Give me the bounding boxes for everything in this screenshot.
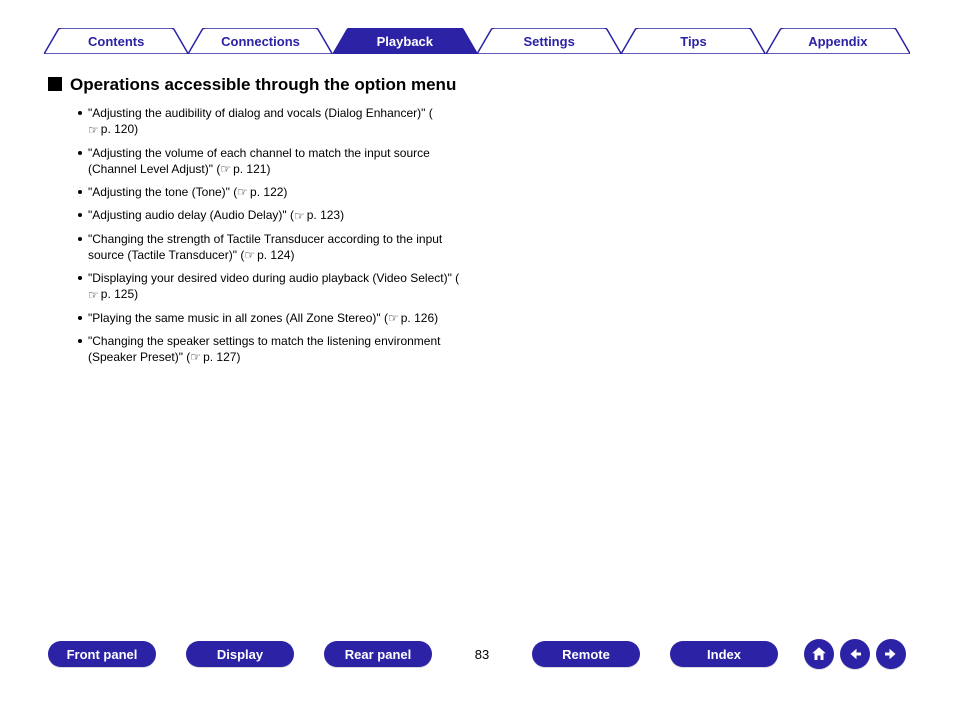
page-ref-label: p. 125 xyxy=(101,286,134,302)
tab-contents[interactable]: Contents xyxy=(44,28,188,54)
tab-label: Playback xyxy=(377,34,433,49)
tab-playback[interactable]: Playback xyxy=(333,28,477,54)
list-item-text: "Adjusting the audibility of dialog and … xyxy=(88,106,433,120)
list-item-text: "Playing the same music in all zones (Al… xyxy=(88,311,388,325)
list-item: "Changing the speaker settings to match … xyxy=(78,333,478,365)
list-item: "Playing the same music in all zones (Al… xyxy=(78,310,478,326)
list-item: "Displaying your desired video during au… xyxy=(78,270,478,302)
pointer-icon: ☞ xyxy=(244,249,255,261)
page-reference-link[interactable]: ☞ p. 123 xyxy=(294,207,340,223)
pill-label: Display xyxy=(217,647,263,662)
section-heading-row: Operations accessible through the option… xyxy=(48,74,954,95)
tab-tips[interactable]: Tips xyxy=(621,28,765,54)
prev-page-button[interactable] xyxy=(840,639,870,669)
list-item-suffix: ) xyxy=(290,248,294,262)
pointer-icon: ☞ xyxy=(220,163,231,175)
rear-panel-button[interactable]: Rear panel xyxy=(324,641,432,667)
list-item-text: "Displaying your desired video during au… xyxy=(88,271,459,285)
tab-label: Settings xyxy=(524,34,575,49)
arrow-left-icon xyxy=(846,645,864,663)
pointer-icon: ☞ xyxy=(190,351,201,363)
pointer-icon: ☞ xyxy=(237,186,248,198)
list-item: "Adjusting audio delay (Audio Delay)" (☞… xyxy=(78,207,478,223)
pointer-icon: ☞ xyxy=(88,289,99,301)
page-number: 83 xyxy=(462,647,502,662)
page-ref-label: p. 123 xyxy=(307,207,340,223)
page-ref-label: p. 124 xyxy=(257,247,290,263)
tab-label: Contents xyxy=(88,34,144,49)
tab-connections[interactable]: Connections xyxy=(188,28,332,54)
pill-label: Index xyxy=(707,647,741,662)
list-item-suffix: ) xyxy=(283,185,287,199)
bottom-nav-bar: Front panel Display Rear panel 83 Remote… xyxy=(0,639,954,669)
page-reference-link[interactable]: ☞ p. 122 xyxy=(237,184,283,200)
option-menu-list: "Adjusting the audibility of dialog and … xyxy=(78,105,478,365)
list-item-text: "Changing the speaker settings to match … xyxy=(88,334,440,364)
list-item-suffix: ) xyxy=(434,311,438,325)
list-item-text: "Adjusting audio delay (Audio Delay)" ( xyxy=(88,209,294,223)
list-item-suffix: ) xyxy=(340,209,344,223)
page-reference-link[interactable]: ☞ p. 126 xyxy=(388,310,434,326)
pill-label: Remote xyxy=(562,647,610,662)
index-button[interactable]: Index xyxy=(670,641,778,667)
section-heading: Operations accessible through the option… xyxy=(70,74,456,95)
list-item-suffix: ) xyxy=(134,288,138,302)
home-button[interactable] xyxy=(804,639,834,669)
front-panel-button[interactable]: Front panel xyxy=(48,641,156,667)
pill-label: Rear panel xyxy=(345,647,411,662)
list-item-text: "Adjusting the tone (Tone)" ( xyxy=(88,185,237,199)
list-item-suffix: ) xyxy=(134,123,138,137)
page-ref-label: p. 121 xyxy=(233,161,266,177)
top-tab-bar: Contents Connections Playback Settings T… xyxy=(0,28,954,54)
list-item: "Adjusting the tone (Tone)" (☞ p. 122) xyxy=(78,184,478,200)
list-item-suffix: ) xyxy=(266,162,270,176)
page-reference-link[interactable]: ☞ p. 121 xyxy=(220,161,266,177)
tab-appendix[interactable]: Appendix xyxy=(766,28,910,54)
page-reference-link[interactable]: ☞ p. 125 xyxy=(88,286,134,302)
page-ref-label: p. 122 xyxy=(250,184,283,200)
pointer-icon: ☞ xyxy=(88,124,99,136)
bottom-button-group: Front panel Display Rear panel 83 Remote… xyxy=(48,641,778,667)
page-ref-label: p. 127 xyxy=(203,349,236,365)
heading-square-icon xyxy=(48,77,62,91)
nav-icon-group xyxy=(804,639,906,669)
tab-label: Connections xyxy=(221,34,300,49)
pointer-icon: ☞ xyxy=(388,312,399,324)
display-button[interactable]: Display xyxy=(186,641,294,667)
list-item: "Adjusting the volume of each channel to… xyxy=(78,145,478,177)
next-page-button[interactable] xyxy=(876,639,906,669)
pointer-icon: ☞ xyxy=(294,210,305,222)
page-reference-link[interactable]: ☞ p. 127 xyxy=(190,349,236,365)
list-item: "Changing the strength of Tactile Transd… xyxy=(78,231,478,263)
tab-label: Tips xyxy=(680,34,707,49)
list-item: "Adjusting the audibility of dialog and … xyxy=(78,105,478,137)
remote-button[interactable]: Remote xyxy=(532,641,640,667)
pill-label: Front panel xyxy=(67,647,138,662)
page-ref-label: p. 126 xyxy=(401,310,434,326)
page-ref-label: p. 120 xyxy=(101,121,134,137)
home-icon xyxy=(810,645,828,663)
tab-label: Appendix xyxy=(808,34,867,49)
arrow-right-icon xyxy=(882,645,900,663)
page-reference-link[interactable]: ☞ p. 124 xyxy=(244,247,290,263)
page-reference-link[interactable]: ☞ p. 120 xyxy=(88,121,134,137)
tab-settings[interactable]: Settings xyxy=(477,28,621,54)
list-item-suffix: ) xyxy=(236,350,240,364)
